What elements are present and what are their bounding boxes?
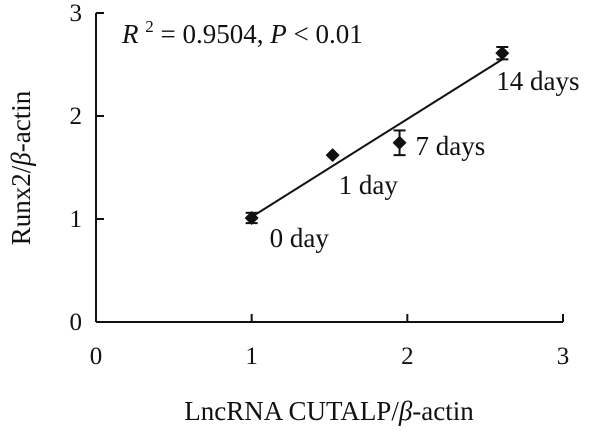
diamond-marker [392,135,407,150]
diamond-marker [495,46,510,61]
p-symbol: P [269,19,287,49]
point-label: 0 day [270,223,330,253]
y-tick-label: 2 [70,103,83,130]
y-tick-label: 1 [70,206,83,233]
x-axis-label: LncRNA CUTALP/β-actin [184,396,474,426]
x-tick-label: 1 [245,343,258,370]
r-exponent: 2 [145,17,154,36]
data-point: 0 day [244,210,330,253]
point-label: 1 day [339,170,399,200]
point-label: 7 days [416,131,486,161]
p-value: < 0.01 [293,19,362,49]
data-point: 14 days [495,45,580,96]
x-tick-label: 0 [90,343,103,370]
x-tick-label: 2 [401,343,414,370]
point-label: 14 days [496,66,579,96]
y-tick-label: 3 [70,0,83,27]
data-point: 1 day [325,148,399,200]
y-tick-label: 0 [70,309,83,336]
data-points: 0 day 1 day 7 days 14 days [244,45,580,253]
regression-line [251,58,503,218]
y-ticks: 0 1 2 3 [70,0,104,336]
diamond-marker [325,148,340,163]
data-point: 7 days [392,129,486,161]
y-axis-label: Runx2/β-actin [6,90,36,245]
r-value: = 0.9504, [161,19,271,49]
x-ticks: 0 1 2 3 [90,314,570,370]
r-symbol: R [121,19,139,49]
diamond-marker [244,210,259,225]
x-tick-label: 3 [557,343,570,370]
stats-annotation: R 2 = 0.9504, P < 0.01 [121,8,363,49]
